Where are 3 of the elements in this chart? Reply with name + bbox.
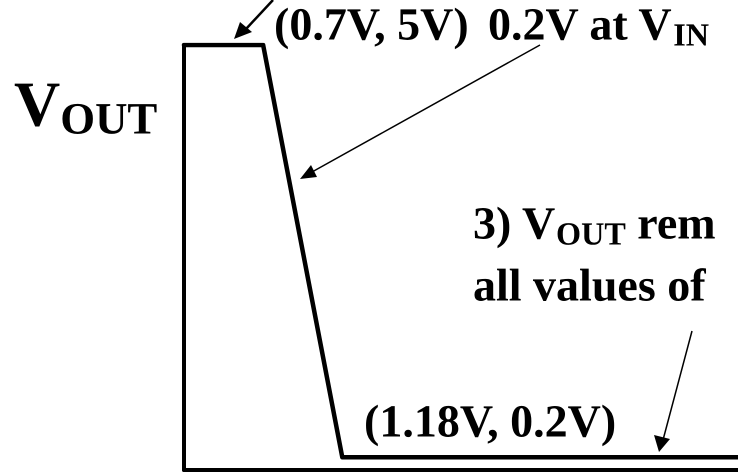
annotation: (1.18V, 0.2V) <box>364 396 616 446</box>
annotation: (0.7V, 5V) <box>274 0 469 50</box>
annotation: all values of <box>473 260 706 310</box>
